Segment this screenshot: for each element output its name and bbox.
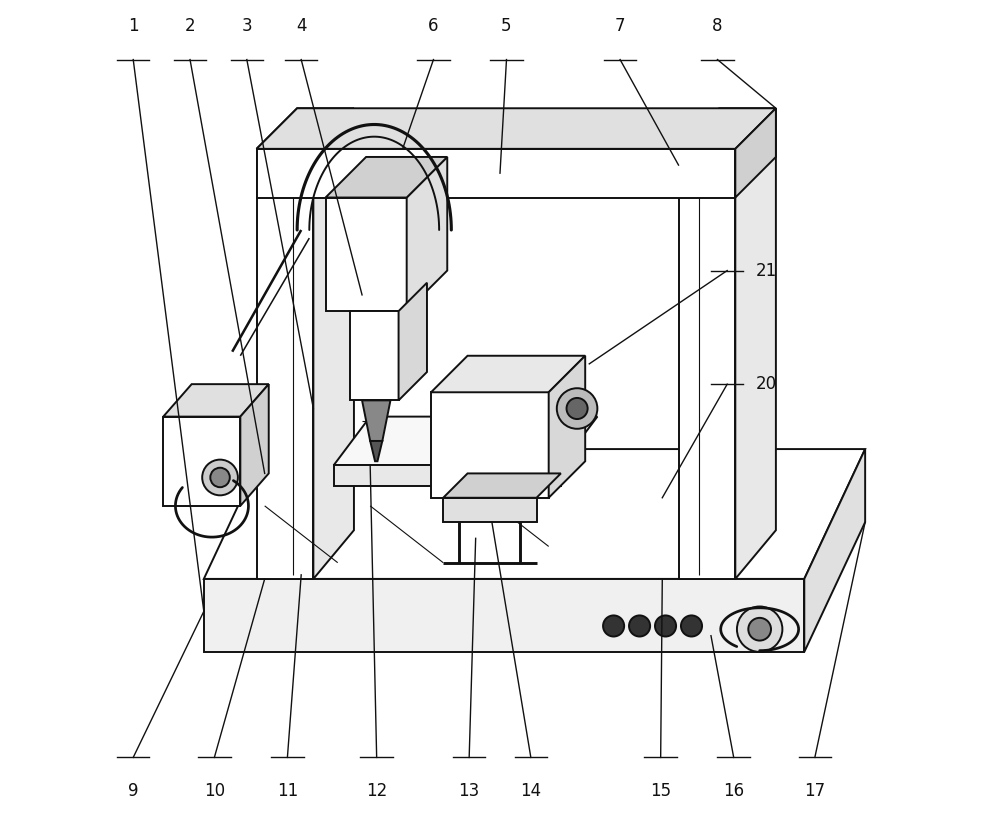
Polygon shape (431, 392, 549, 498)
Text: 8: 8 (712, 17, 723, 35)
Circle shape (681, 615, 702, 636)
Polygon shape (257, 149, 735, 198)
Polygon shape (350, 311, 399, 400)
Polygon shape (204, 449, 865, 579)
Polygon shape (204, 579, 804, 652)
Text: 2: 2 (185, 17, 195, 35)
Text: 6: 6 (428, 17, 439, 35)
Circle shape (748, 618, 771, 641)
Text: 13: 13 (459, 782, 480, 800)
Text: 5: 5 (501, 17, 512, 35)
Text: 3: 3 (242, 17, 252, 35)
Text: 9: 9 (128, 782, 138, 800)
Circle shape (629, 615, 650, 636)
Polygon shape (443, 498, 537, 522)
Polygon shape (257, 109, 776, 149)
Polygon shape (326, 198, 407, 311)
Polygon shape (334, 417, 597, 466)
Circle shape (202, 460, 238, 495)
Polygon shape (257, 109, 354, 149)
Text: 4: 4 (296, 17, 306, 35)
Polygon shape (804, 449, 865, 652)
Circle shape (567, 398, 588, 419)
Polygon shape (334, 466, 561, 485)
Text: 14: 14 (520, 782, 541, 800)
Circle shape (557, 388, 597, 429)
Text: 11: 11 (277, 782, 298, 800)
Polygon shape (735, 109, 776, 198)
Polygon shape (735, 109, 776, 579)
Polygon shape (679, 109, 776, 149)
Polygon shape (443, 473, 561, 498)
Polygon shape (163, 417, 240, 506)
Text: 7: 7 (615, 17, 625, 35)
Text: 10: 10 (204, 782, 225, 800)
Polygon shape (431, 355, 585, 392)
Text: 16: 16 (723, 782, 744, 800)
Text: 17: 17 (804, 782, 825, 800)
Polygon shape (163, 384, 269, 417)
Circle shape (210, 468, 230, 487)
Polygon shape (679, 149, 735, 579)
Text: 12: 12 (366, 782, 387, 800)
Polygon shape (407, 157, 447, 311)
Text: 1: 1 (128, 17, 139, 35)
Polygon shape (549, 355, 585, 498)
Polygon shape (370, 441, 382, 462)
Polygon shape (313, 109, 354, 579)
Polygon shape (362, 400, 390, 441)
Text: 21: 21 (756, 261, 777, 279)
Polygon shape (257, 149, 313, 579)
Circle shape (655, 615, 676, 636)
Text: 15: 15 (650, 782, 671, 800)
Circle shape (737, 606, 782, 652)
Text: 20: 20 (756, 375, 777, 393)
Polygon shape (240, 384, 269, 506)
Circle shape (603, 615, 624, 636)
Polygon shape (326, 157, 447, 198)
Polygon shape (399, 283, 427, 400)
